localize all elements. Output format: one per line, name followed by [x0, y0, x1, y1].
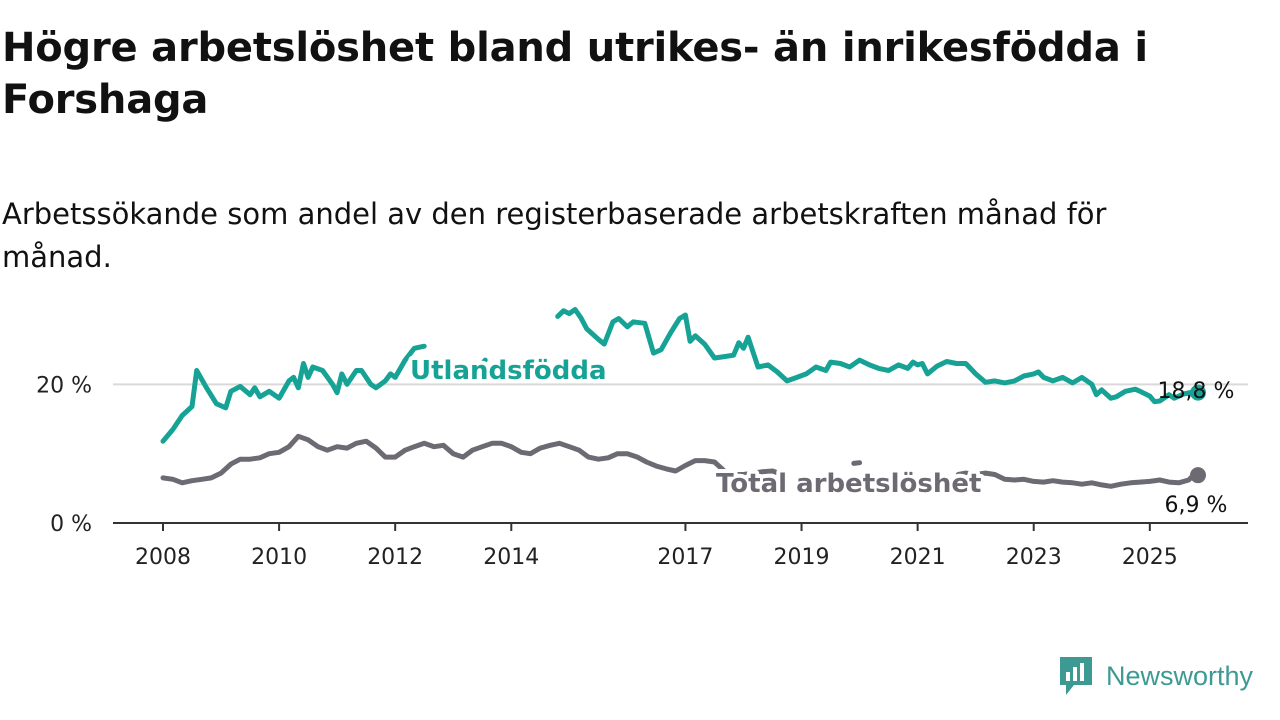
series-label-total-halo: Total arbetslöshet: [716, 469, 981, 499]
brand-name: Newsworthy: [1106, 660, 1254, 691]
end-value-total: 6,9 %: [1165, 493, 1228, 518]
x-tick-label: 2025: [1122, 545, 1178, 570]
series-line-utlandsfodda: [160, 343, 427, 444]
series-endpoint-utlandsfodda: [1190, 384, 1206, 401]
chart-subtitle: Arbetssökande som andel av den registerb…: [2, 197, 1107, 274]
x-tick-label: 2008: [135, 545, 191, 570]
x-tick-label: 2010: [251, 545, 307, 570]
x-tick-label: 2017: [657, 545, 713, 570]
series-label-utlandsfodda: Utlandsfödda: [410, 356, 607, 386]
series-endpoint-total: [1190, 467, 1206, 484]
series-line-utlandsfodda: [476, 357, 488, 370]
x-tick-label: 2014: [483, 545, 539, 570]
series-line-total: [160, 433, 785, 486]
y-tick-label: 0 %: [50, 512, 92, 537]
series-layer: [160, 307, 1206, 489]
x-tick-label: 2021: [890, 545, 946, 570]
chart-title: Högre arbetslöshet bland utrikes- än inr…: [2, 25, 1148, 123]
x-tick-label: 2012: [367, 545, 423, 570]
y-tick-label: 20 %: [36, 373, 92, 398]
series-line-total: [955, 470, 1201, 489]
end-value-utlandsfodda: 18,8 %: [1158, 379, 1235, 404]
x-tick-label: 2023: [1006, 545, 1062, 570]
newsworthy-logo-icon: [1060, 657, 1092, 695]
newsworthy-logo: Newsworthy: [1058, 654, 1253, 698]
series-line-total: [851, 460, 863, 466]
series-line-utlandsfodda: [555, 307, 1201, 405]
axis-layer: 0 % 20 % 2008 2010 2012 2014 2017 2019 2021 2023 2…: [36, 373, 1248, 570]
series-label-utlandsfodda-halo: Utlandsfödda: [410, 356, 607, 386]
series-label-total: Total arbetslöshet: [716, 469, 981, 499]
x-tick-label: 2019: [774, 545, 830, 570]
